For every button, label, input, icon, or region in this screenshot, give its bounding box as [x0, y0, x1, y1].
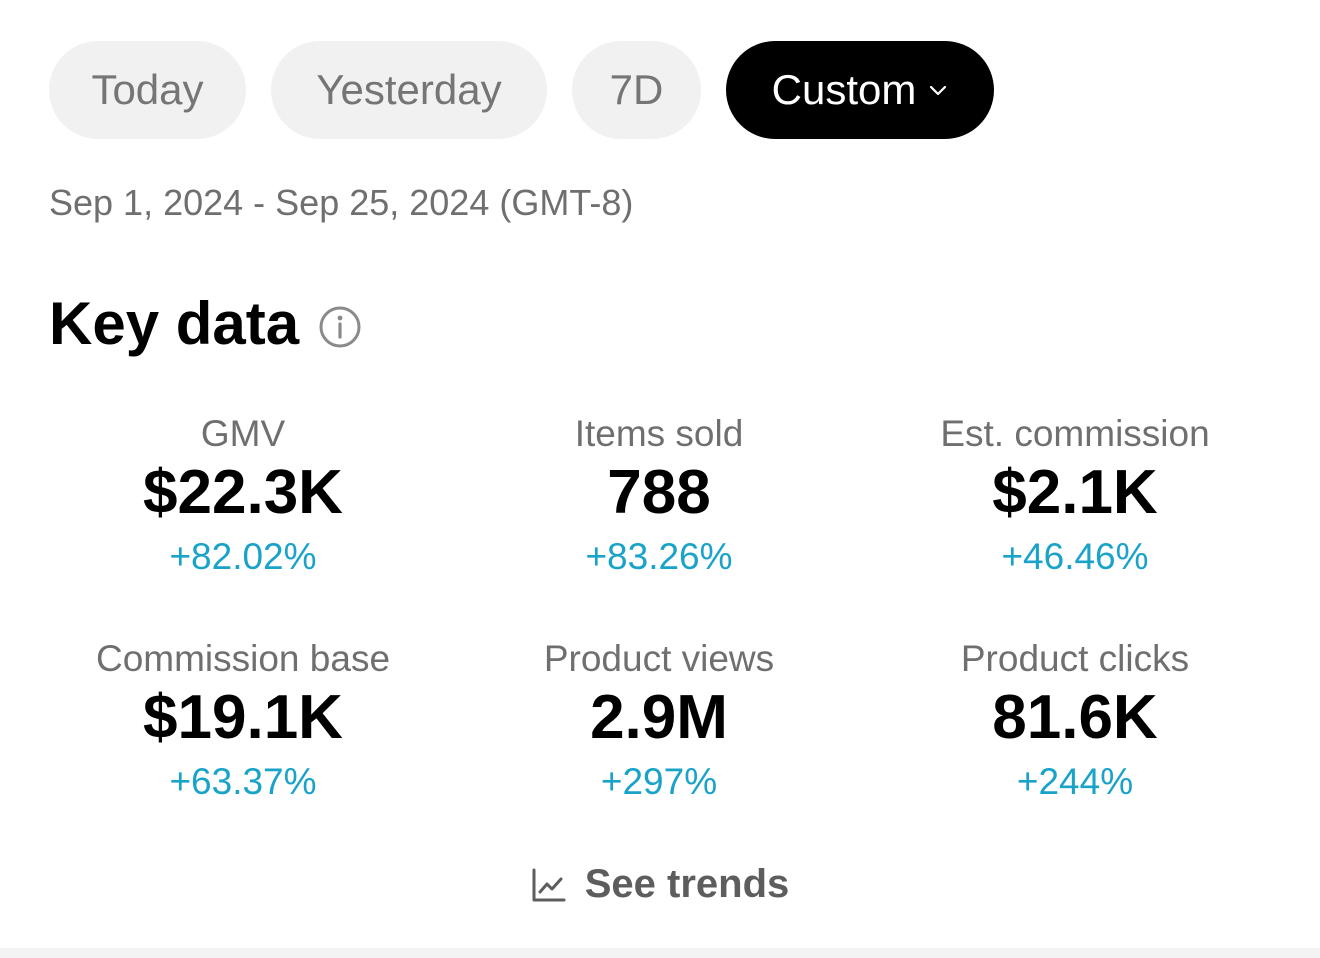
filter-7d-button[interactable]: 7D [572, 41, 701, 139]
metric-value: $19.1K [143, 683, 343, 752]
metric-label: GMV [200, 413, 286, 454]
metric-value: $2.1K [992, 458, 1158, 527]
metric-label: Items sold [574, 413, 744, 454]
metric-change: +297% [600, 761, 718, 802]
metric-value: 2.9M [590, 683, 728, 752]
date-range-text: Sep 1, 2024 - Sep 25, 2024 (GMT-8) [49, 182, 634, 223]
see-trends-button[interactable]: See trends [0, 862, 1320, 907]
line-chart-icon [532, 868, 566, 901]
metric-value: 788 [607, 458, 711, 527]
see-trends-label: See trends [584, 862, 790, 906]
metric-label: Product clicks [960, 638, 1190, 679]
metric-label: Commission base [95, 638, 391, 679]
metric-label: Product views [543, 638, 775, 679]
section-divider [0, 948, 1320, 958]
key-data-header: Key data [49, 289, 363, 358]
date-filter-bar: Today Yesterday 7D Custom [49, 41, 994, 139]
key-data-grid: GMV $22.3K +82.02% Items sold 788 +83.26… [35, 410, 1285, 860]
chevron-down-icon [930, 85, 947, 96]
metric-label: Est. commission [940, 413, 1210, 454]
metric-change: +63.37% [169, 761, 317, 802]
info-icon[interactable] [317, 304, 363, 350]
metric-value: 81.6K [992, 683, 1158, 752]
metric-change: +46.46% [1001, 536, 1149, 577]
filter-yesterday-label: Yesterday [316, 66, 502, 113]
filter-today-button[interactable]: Today [49, 41, 246, 139]
metric-commission-base: Commission base $19.1K +63.37% [35, 635, 451, 860]
metric-gmv: GMV $22.3K +82.02% [35, 410, 451, 635]
metric-product-views: Product views 2.9M +297% [451, 635, 867, 860]
metric-change: +244% [1016, 761, 1134, 802]
key-data-title: Key data [49, 290, 300, 357]
filter-7d-label: 7D [609, 66, 664, 113]
filter-custom-label: Custom [771, 66, 917, 113]
filter-today-label: Today [91, 66, 204, 113]
metric-items-sold: Items sold 788 +83.26% [451, 410, 867, 635]
metric-value: $22.3K [143, 458, 343, 527]
metric-product-clicks: Product clicks 81.6K +244% [867, 635, 1283, 860]
filter-custom-dropdown[interactable]: Custom [726, 41, 994, 139]
filter-yesterday-button[interactable]: Yesterday [271, 41, 547, 139]
metric-change: +82.02% [169, 536, 317, 577]
metric-est-commission: Est. commission $2.1K +46.46% [867, 410, 1283, 635]
metric-change: +83.26% [585, 536, 733, 577]
